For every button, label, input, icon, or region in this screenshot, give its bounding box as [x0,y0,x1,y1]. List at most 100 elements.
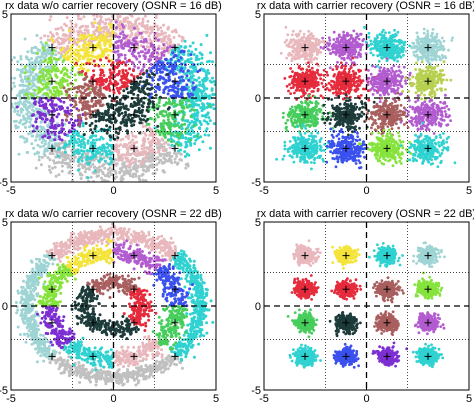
data-point [124,76,128,80]
data-point [437,39,441,43]
data-point [46,65,50,68]
data-point [135,57,139,61]
data-point [153,132,157,136]
data-point [77,49,81,52]
data-point [191,93,195,97]
data-point [95,82,99,86]
data-point [147,98,151,102]
data-point [149,69,153,73]
data-point [198,83,202,87]
data-point [99,92,103,95]
data-point [38,145,42,149]
data-point [126,16,130,20]
data-point [54,53,58,57]
data-point [132,75,136,79]
data-point [15,94,19,97]
data-point [81,55,85,59]
data-point [121,30,125,34]
data-point [120,153,124,157]
data-point [167,97,171,101]
data-point [137,17,141,21]
data-point [213,83,216,87]
data-point [176,84,180,88]
data-point [18,91,22,95]
data-point [103,159,107,163]
data-point [39,60,43,64]
data-point [84,25,88,28]
data-point [11,102,14,106]
data-point [154,136,158,140]
data-point [57,42,61,46]
data-point [165,49,169,53]
data-point [83,143,87,147]
data-point [143,47,147,51]
data-point [380,30,384,34]
data-point [59,26,63,30]
data-point [73,119,77,123]
data-point [296,47,300,51]
data-point [157,78,160,82]
data-point [422,37,426,41]
data-point [189,138,192,142]
data-point [53,138,57,142]
data-point [174,131,178,135]
data-point [55,108,59,112]
data-point [183,39,187,43]
data-point [30,79,34,83]
data-point [149,62,153,66]
data-point [124,110,127,114]
data-point [75,43,79,47]
data-point [38,104,42,108]
data-point [44,142,47,146]
data-point [19,63,23,67]
data-point [143,114,147,118]
data-point [173,120,177,123]
data-point [85,35,89,39]
data-point [117,39,121,43]
data-point [346,40,349,44]
data-point [128,174,132,178]
data-point [184,155,187,158]
data-point [378,50,382,54]
data-point [74,103,78,107]
data-point [132,39,136,43]
data-point [55,115,59,119]
data-point [308,68,312,72]
data-point [289,86,293,90]
data-point [395,54,399,58]
data-point [116,15,120,19]
data-point [100,76,104,80]
data-point [117,106,121,110]
data-point [198,51,202,55]
data-point [67,41,71,45]
data-point [15,68,19,71]
data-point [357,37,361,41]
data-point [69,103,73,107]
data-point [139,40,143,43]
data-point [64,72,68,76]
data-point [351,52,355,56]
data-point [165,113,169,117]
data-point [160,51,164,55]
data-point [195,78,199,82]
data-point [141,168,145,172]
data-point [49,103,52,107]
data-point [180,75,184,79]
data-point [70,166,74,170]
data-point [141,68,145,72]
data-point [401,50,404,54]
data-point [43,34,47,38]
data-point [145,27,149,31]
data-point [30,114,34,117]
data-point [289,53,293,56]
data-point [163,129,166,132]
data-point [77,143,81,147]
data-point [54,144,58,147]
data-point [211,76,214,80]
data-point [178,151,182,155]
data-point [60,169,64,173]
data-point [198,99,202,102]
data-point [62,145,66,149]
data-point [105,87,109,91]
data-point [97,64,101,68]
